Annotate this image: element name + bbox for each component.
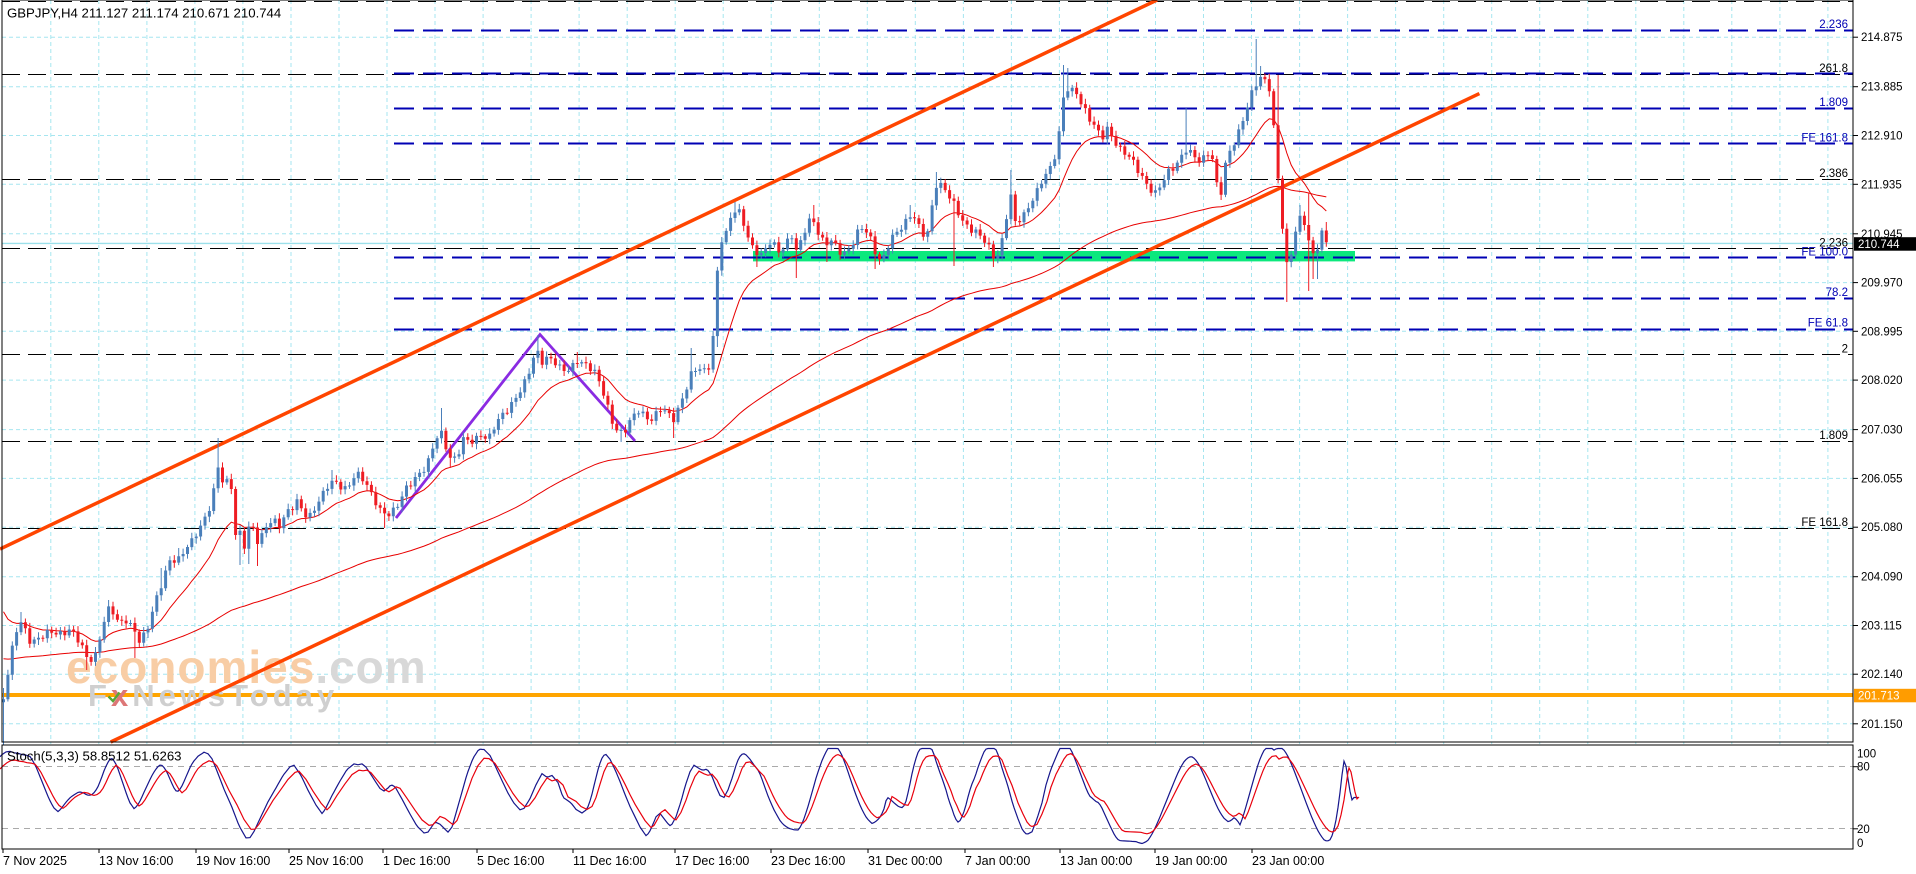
svg-text:23 Dec 16:00: 23 Dec 16:00 <box>771 854 845 868</box>
svg-text:19 Jan 00:00: 19 Jan 00:00 <box>1155 854 1227 868</box>
svg-text:FE 100.0: FE 100.0 <box>1801 247 1848 259</box>
svg-text:208.020: 208.020 <box>1861 375 1903 387</box>
svg-text:2: 2 <box>1842 343 1848 355</box>
svg-text:203.115: 203.115 <box>1861 621 1902 633</box>
svg-text:FE 161.8: FE 161.8 <box>1801 132 1848 144</box>
svg-text:202.140: 202.140 <box>1861 669 1903 681</box>
svg-text:209.970: 209.970 <box>1861 278 1903 290</box>
svg-text:7 Nov 2025: 7 Nov 2025 <box>3 854 67 868</box>
svg-text:78.2: 78.2 <box>1826 287 1848 299</box>
svg-text:211.935: 211.935 <box>1861 179 1902 191</box>
svg-text:GBPJPY,H4 211.127 211.174 210: GBPJPY,H4 211.127 211.174 210.671 210.74… <box>7 6 281 21</box>
svg-text:2.236: 2.236 <box>1819 237 1848 249</box>
svg-text:FxNewsToday: FxNewsToday <box>88 678 338 713</box>
svg-text:Stoch(5,3,3) 58.8512 51.6263: Stoch(5,3,3) 58.8512 51.6263 <box>7 749 182 764</box>
svg-text:11 Dec 16:00: 11 Dec 16:00 <box>573 854 646 868</box>
svg-text:212.910: 212.910 <box>1861 131 1903 143</box>
svg-text:201.713: 201.713 <box>1858 691 1900 703</box>
svg-text:19 Nov 16:00: 19 Nov 16:00 <box>196 854 270 868</box>
svg-text:210.744: 210.744 <box>1858 239 1900 251</box>
svg-text:1 Dec 16:00: 1 Dec 16:00 <box>383 854 450 868</box>
svg-text:FE 61.8: FE 61.8 <box>1808 318 1848 330</box>
svg-text:25 Nov 16:00: 25 Nov 16:00 <box>289 854 363 868</box>
svg-text:201.150: 201.150 <box>1861 719 1903 731</box>
svg-text:100: 100 <box>1857 749 1876 761</box>
svg-text:2.236: 2.236 <box>1819 19 1848 31</box>
svg-text:214.875: 214.875 <box>1861 32 1903 44</box>
svg-text:23 Jan 00:00: 23 Jan 00:00 <box>1252 854 1324 868</box>
svg-text:1.809: 1.809 <box>1819 430 1848 442</box>
svg-text:205.080: 205.080 <box>1861 522 1903 534</box>
svg-text:80: 80 <box>1857 762 1870 774</box>
svg-text:207.030: 207.030 <box>1861 425 1903 437</box>
svg-text:206.055: 206.055 <box>1861 473 1903 485</box>
svg-text:FE 161.8: FE 161.8 <box>1801 517 1848 529</box>
svg-text:7 Jan 00:00: 7 Jan 00:00 <box>965 854 1030 868</box>
svg-text:2.386: 2.386 <box>1819 168 1848 180</box>
svg-text:5 Dec 16:00: 5 Dec 16:00 <box>477 854 544 868</box>
svg-text:204.090: 204.090 <box>1861 572 1903 584</box>
svg-text:208.995: 208.995 <box>1861 326 1903 338</box>
svg-text:0: 0 <box>1857 838 1863 850</box>
svg-text:13 Jan 00:00: 13 Jan 00:00 <box>1060 854 1132 868</box>
svg-text:13 Nov 16:00: 13 Nov 16:00 <box>99 854 173 868</box>
svg-text:20: 20 <box>1857 824 1870 836</box>
svg-text:31 Dec 00:00: 31 Dec 00:00 <box>868 854 942 868</box>
svg-text:1.809: 1.809 <box>1819 97 1848 109</box>
svg-text:213.885: 213.885 <box>1861 82 1903 94</box>
svg-text:261.8: 261.8 <box>1819 63 1848 75</box>
svg-text:economies.com: economies.com <box>66 641 427 693</box>
svg-text:17 Dec 16:00: 17 Dec 16:00 <box>675 854 749 868</box>
